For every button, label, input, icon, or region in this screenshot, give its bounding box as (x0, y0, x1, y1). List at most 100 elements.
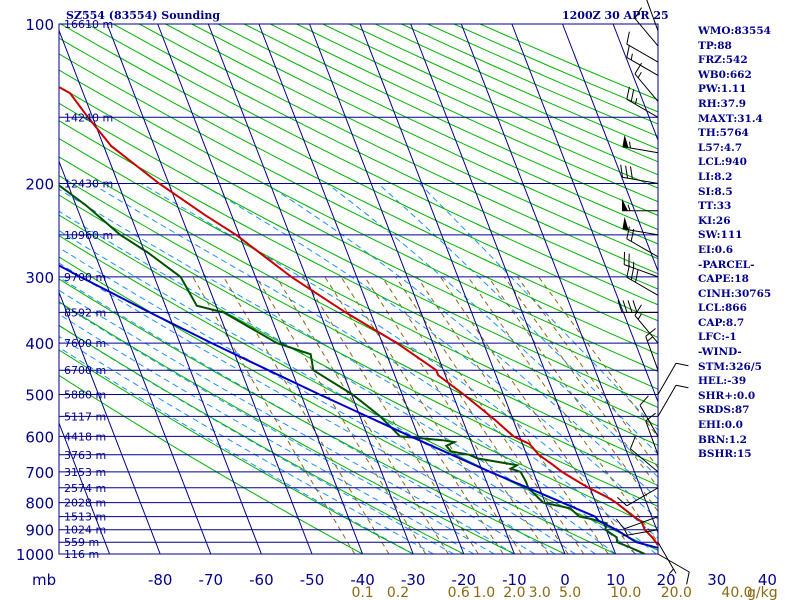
temperature-trace (59, 85, 658, 547)
pressure-tick-label: 400 (25, 335, 54, 353)
temperature-tick-label: -10 (502, 571, 527, 589)
mixing-ratio-label: 10.0 (610, 585, 641, 600)
index-item: RH:37.9 (698, 97, 747, 110)
height-label: 3153 m (64, 466, 106, 479)
wind-barb (629, 436, 659, 473)
wind-barb-shaft (626, 276, 659, 296)
isotherm (359, 24, 566, 554)
height-label: 12430 m (64, 178, 113, 191)
isotherm (309, 24, 515, 554)
isotherm (258, 24, 465, 554)
wind-barb-feather (675, 362, 689, 367)
wind-barb (626, 86, 659, 118)
height-label: 9700 m (64, 271, 106, 284)
index-item: HEL:-39 (698, 375, 747, 388)
mixing-ratio-label: g/kg (747, 585, 778, 600)
dry-adiabat (59, 194, 658, 507)
wind-barb-feather (627, 300, 633, 313)
wind-barb-feather (626, 264, 630, 278)
wind-barb-shaft (657, 363, 677, 395)
wind-barb-shaft (657, 553, 690, 573)
wind-barb-feather (629, 436, 636, 449)
index-item: CINH:30765 (698, 287, 772, 300)
temperature-tick-label: 20 (657, 571, 676, 589)
isotherm (59, 29, 262, 554)
wind-barb (626, 44, 659, 76)
wind-barb-shaft (622, 146, 659, 154)
index-item: LFC:-1 (698, 331, 737, 344)
moist-adiabat (200, 183, 658, 520)
wind-barb-feather (645, 328, 656, 337)
index-item: TH:5764 (698, 127, 749, 140)
wind-barb-feather (626, 226, 630, 239)
pressure-tick-label: 1000 (16, 546, 54, 564)
dry-adiabat (59, 102, 658, 408)
index-item: TP:88 (698, 39, 732, 52)
dry-adiabat (59, 120, 658, 427)
pressure-tick-label: 600 (25, 428, 54, 446)
height-label: 2574 m (64, 482, 106, 495)
wind-barb-shaft (634, 18, 659, 47)
mixing-ratio-line (516, 276, 658, 469)
temperature-tick-label: -40 (350, 571, 375, 589)
wind-barb-half-feather (668, 568, 674, 575)
wind-barb-feather (632, 300, 638, 313)
isotherm (59, 290, 161, 554)
moist-adiabat (59, 289, 515, 554)
moist-adiabat (59, 313, 475, 554)
mixing-ratio-line (440, 276, 636, 554)
wind-barb (645, 412, 659, 455)
dry-adiabat (59, 37, 658, 338)
wind-barb (623, 251, 659, 278)
mixing-ratio-line (416, 276, 609, 554)
temperature-tick-label: -50 (300, 571, 325, 589)
wind-barb-flag (622, 216, 629, 230)
wind-barb-shaft (622, 529, 659, 537)
pressure-tick-label: 200 (25, 176, 54, 194)
mixing-ratio-label: 20.0 (661, 585, 692, 600)
height-label: 1513 m (64, 511, 106, 524)
index-item: LCL:940 (698, 156, 747, 169)
height-label: 7600 m (64, 337, 106, 350)
mixing-ratio-line (192, 276, 356, 554)
wind-barb-feather (634, 7, 642, 19)
index-item: SI:8.5 (698, 185, 733, 198)
wind-barb (634, 7, 659, 47)
index-item: FRZ:542 (698, 54, 748, 67)
temperature-tick-label: -60 (249, 571, 274, 589)
height-label: 10960 m (64, 229, 113, 242)
isotherm (410, 24, 617, 554)
wind-barb-feather (617, 300, 623, 313)
wind-barb (657, 553, 690, 585)
dry-adiabat (59, 85, 658, 390)
wind-barb (626, 226, 659, 258)
mixing-ratio-line (538, 276, 658, 438)
wind-barb-flag (622, 198, 628, 211)
index-item: WMO:83554 (698, 25, 771, 37)
moist-adiabat (59, 302, 495, 554)
pressure-tick-label: 500 (25, 387, 54, 405)
wind-barb (622, 198, 658, 212)
wind-barb-feather (620, 164, 623, 178)
wind-barb-feather (622, 300, 628, 313)
wind-barb (657, 384, 689, 417)
wind-barb (620, 164, 659, 184)
wind-barb-feather (639, 395, 649, 406)
index-item: CAPE:18 (698, 273, 749, 286)
sounding-traces (59, 85, 658, 554)
pressure-tick-label: 100 (25, 16, 54, 34)
wind-barb (617, 300, 658, 313)
wind-barb-shaft (626, 56, 659, 76)
chart-title: SZ554 (83554) Sounding (66, 9, 221, 22)
isotherm (460, 24, 658, 535)
dry-adiabat (60, 24, 658, 322)
index-item: PW:1.11 (698, 83, 747, 96)
temperature-tick-label: 40 (758, 571, 777, 589)
temperature-tick-label: -70 (199, 571, 224, 589)
mixing-ratio-label: 1.0 (473, 585, 495, 600)
index-item: LCL:866 (698, 302, 747, 315)
mixing-ratio-label: 0.6 (448, 585, 470, 600)
index-item: CAP:8.7 (698, 316, 745, 329)
wind-barb-shaft (622, 176, 659, 184)
